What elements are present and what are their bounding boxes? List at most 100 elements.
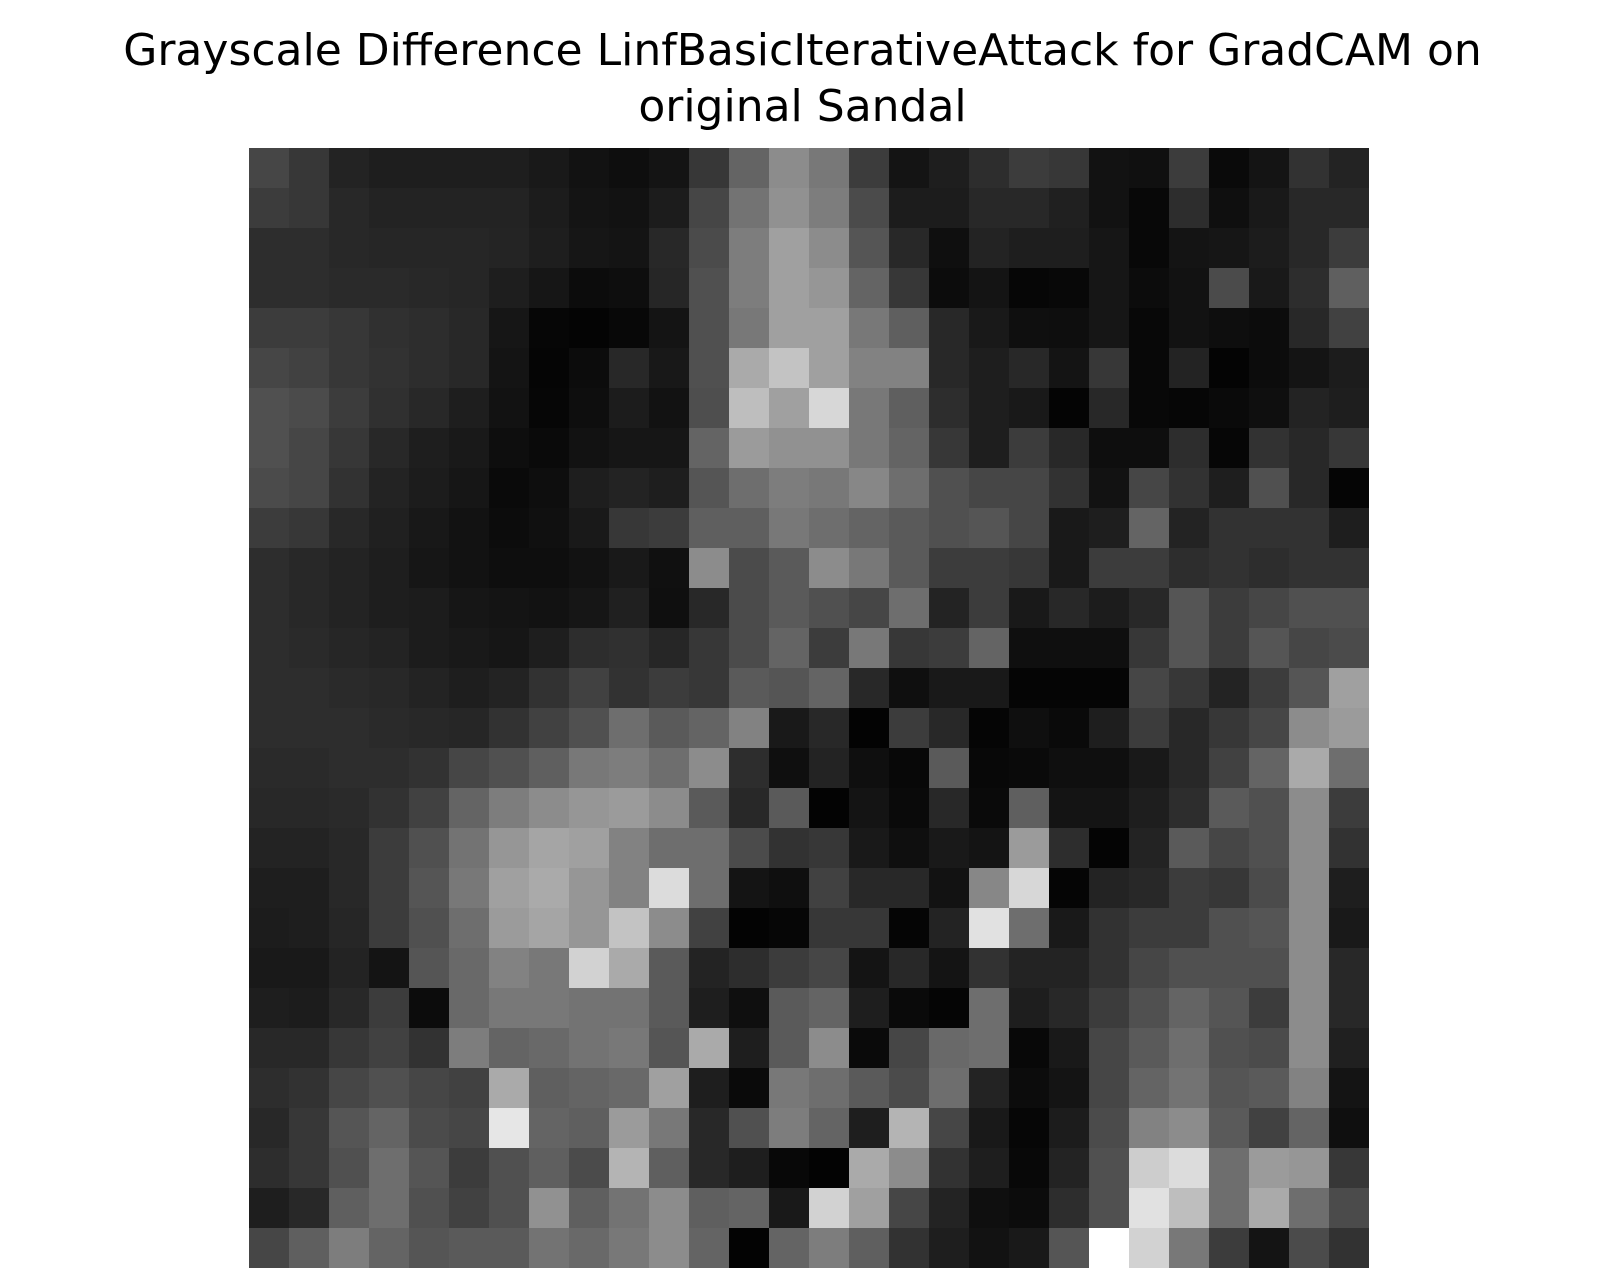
heatmap-cell-r4-c11: [689, 308, 730, 349]
heatmap-cell-r0-c7: [529, 148, 570, 189]
heatmap-cell-r15-c18: [969, 748, 1010, 789]
heatmap-cell-r14-c0: [249, 708, 290, 749]
heatmap-cell-r25-c4: [409, 1148, 450, 1189]
heatmap-cell-r4-c13: [769, 308, 810, 349]
heatmap-cell-r5-c20: [1049, 348, 1090, 389]
heatmap-cell-r17-c22: [1129, 828, 1170, 869]
heatmap-cell-r10-c8: [569, 548, 610, 589]
heatmap-cell-r11-c10: [649, 588, 690, 629]
heatmap-cell-r21-c24: [1209, 988, 1250, 1029]
heatmap-cell-r23-c22: [1129, 1068, 1170, 1109]
heatmap-cell-r25-c0: [249, 1148, 290, 1189]
heatmap-cell-r16-c27: [1329, 788, 1369, 829]
heatmap-cell-r3-c5: [449, 268, 490, 309]
heatmap-cell-r17-c13: [769, 828, 810, 869]
heatmap-cell-r1-c1: [289, 188, 330, 229]
heatmap-cell-r25-c8: [569, 1148, 610, 1189]
heatmap-cell-r21-c0: [249, 988, 290, 1029]
heatmap-cell-r15-c15: [849, 748, 890, 789]
heatmap-cell-r20-c2: [329, 948, 370, 989]
heatmap-cell-r6-c2: [329, 388, 370, 429]
heatmap-cell-r26-c19: [1009, 1188, 1050, 1229]
heatmap-cell-r3-c14: [809, 268, 850, 309]
heatmap-cell-r16-c6: [489, 788, 530, 829]
heatmap-cell-r12-c26: [1289, 628, 1330, 669]
heatmap-cell-r4-c14: [809, 308, 850, 349]
heatmap-cell-r27-c2: [329, 1228, 370, 1268]
heatmap-cell-r12-c7: [529, 628, 570, 669]
heatmap-cell-r26-c8: [569, 1188, 610, 1229]
heatmap-cell-r26-c13: [769, 1188, 810, 1229]
heatmap-cell-r16-c22: [1129, 788, 1170, 829]
heatmap-cell-r27-c12: [729, 1228, 770, 1268]
heatmap-cell-r24-c27: [1329, 1108, 1369, 1149]
heatmap-cell-r23-c17: [929, 1068, 970, 1109]
heatmap-cell-r26-c20: [1049, 1188, 1090, 1229]
heatmap-cell-r3-c1: [289, 268, 330, 309]
heatmap-cell-r6-c11: [689, 388, 730, 429]
heatmap-cell-r21-c1: [289, 988, 330, 1029]
heatmap-cell-r5-c7: [529, 348, 570, 389]
heatmap-cell-r25-c15: [849, 1148, 890, 1189]
heatmap-cell-r15-c14: [809, 748, 850, 789]
heatmap-cell-r10-c17: [929, 548, 970, 589]
heatmap-cell-r6-c6: [489, 388, 530, 429]
heatmap-cell-r11-c24: [1209, 588, 1250, 629]
heatmap-cell-r13-c20: [1049, 668, 1090, 709]
heatmap-cell-r2-c14: [809, 228, 850, 269]
heatmap-cell-r0-c14: [809, 148, 850, 189]
heatmap-cell-r25-c16: [889, 1148, 930, 1189]
heatmap-cell-r15-c1: [289, 748, 330, 789]
heatmap-cell-r25-c20: [1049, 1148, 1090, 1189]
heatmap-cell-r18-c2: [329, 868, 370, 909]
heatmap-cell-r0-c21: [1089, 148, 1130, 189]
heatmap-cell-r2-c8: [569, 228, 610, 269]
heatmap-cell-r8-c19: [1009, 468, 1050, 509]
heatmap-cell-r14-c12: [729, 708, 770, 749]
heatmap-cell-r7-c20: [1049, 428, 1090, 469]
heatmap-cell-r0-c4: [409, 148, 450, 189]
heatmap-cell-r11-c21: [1089, 588, 1130, 629]
heatmap-cell-r12-c20: [1049, 628, 1090, 669]
heatmap-cell-r17-c26: [1289, 828, 1330, 869]
heatmap-cell-r10-c26: [1289, 548, 1330, 589]
heatmap-cell-r3-c23: [1169, 268, 1210, 309]
heatmap-cell-r8-c5: [449, 468, 490, 509]
heatmap-cell-r22-c14: [809, 1028, 850, 1069]
heatmap-cell-r1-c8: [569, 188, 610, 229]
heatmap-cell-r16-c15: [849, 788, 890, 829]
heatmap-cell-r15-c7: [529, 748, 570, 789]
heatmap-cell-r10-c2: [329, 548, 370, 589]
heatmap-cell-r19-c16: [889, 908, 930, 949]
heatmap-cell-r9-c4: [409, 508, 450, 549]
heatmap-cell-r23-c14: [809, 1068, 850, 1109]
heatmap-cell-r11-c27: [1329, 588, 1369, 629]
heatmap-cell-r11-c23: [1169, 588, 1210, 629]
heatmap-cell-r6-c24: [1209, 388, 1250, 429]
heatmap-cell-r5-c1: [289, 348, 330, 389]
heatmap-cell-r7-c1: [289, 428, 330, 469]
heatmap-cell-r22-c27: [1329, 1028, 1369, 1069]
heatmap-cell-r18-c17: [929, 868, 970, 909]
heatmap-cell-r7-c21: [1089, 428, 1130, 469]
heatmap-cell-r18-c13: [769, 868, 810, 909]
heatmap-cell-r15-c19: [1009, 748, 1050, 789]
heatmap-cell-r10-c22: [1129, 548, 1170, 589]
heatmap-cell-r14-c24: [1209, 708, 1250, 749]
heatmap-cell-r26-c15: [849, 1188, 890, 1229]
heatmap-cell-r26-c24: [1209, 1188, 1250, 1229]
heatmap-cell-r18-c19: [1009, 868, 1050, 909]
heatmap-cell-r20-c8: [569, 948, 610, 989]
heatmap-cell-r9-c17: [929, 508, 970, 549]
heatmap-cell-r11-c6: [489, 588, 530, 629]
heatmap-cell-r27-c13: [769, 1228, 810, 1268]
heatmap-cell-r10-c9: [609, 548, 650, 589]
heatmap-cell-r11-c8: [569, 588, 610, 629]
heatmap-cell-r16-c8: [569, 788, 610, 829]
heatmap-cell-r21-c17: [929, 988, 970, 1029]
heatmap-cell-r20-c16: [889, 948, 930, 989]
heatmap-cell-r23-c12: [729, 1068, 770, 1109]
heatmap-cell-r20-c9: [609, 948, 650, 989]
heatmap-cell-r23-c13: [769, 1068, 810, 1109]
heatmap-cell-r20-c21: [1089, 948, 1130, 989]
